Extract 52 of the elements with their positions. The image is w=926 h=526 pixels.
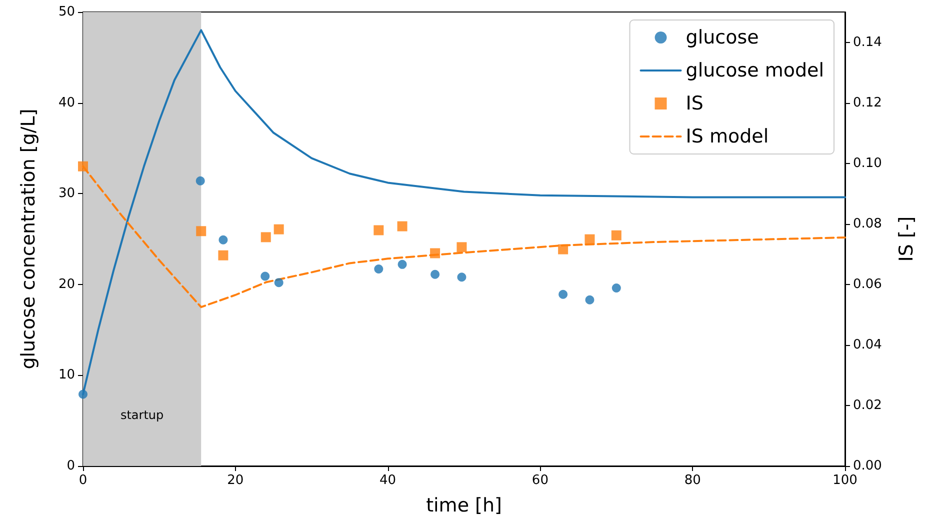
x-tick-label: 100 [832, 473, 858, 488]
point [585, 295, 594, 304]
legend-label: glucose model [686, 60, 824, 82]
point [558, 244, 568, 254]
y2-axis-title: IS [-] [896, 216, 918, 262]
point [430, 248, 440, 258]
point [260, 232, 271, 242]
y-tick-label: 50 [58, 4, 75, 20]
y2-tick-label: 0.10 [853, 156, 882, 171]
x-tick-label: 0 [78, 473, 88, 488]
y2-tick-label: 0.02 [853, 398, 882, 413]
point [397, 221, 408, 232]
point [398, 260, 407, 269]
y2-tick-label: 0.12 [853, 95, 882, 110]
y2-tick-label: 0.00 [853, 458, 882, 474]
point [558, 290, 568, 299]
point [456, 242, 467, 252]
point [78, 390, 88, 399]
point [274, 224, 284, 234]
point [584, 234, 595, 244]
point [611, 230, 622, 240]
y-tick-label: 0 [66, 458, 75, 474]
point [218, 235, 228, 244]
y2-tick-label: 0.14 [853, 34, 882, 50]
point [374, 264, 384, 274]
y-tick-label: 40 [58, 95, 75, 110]
legend-label: glucose [686, 26, 759, 48]
point [274, 278, 284, 288]
point [374, 225, 384, 236]
x-tick-label: 40 [380, 473, 396, 488]
legend-label: IS model [686, 126, 769, 148]
y2-tick-label: 0.04 [853, 337, 882, 352]
point [430, 270, 440, 279]
point [196, 176, 205, 186]
x-axis-title: time [h] [426, 494, 502, 516]
point [78, 161, 88, 172]
x-tick-label: 20 [227, 473, 244, 488]
y-tick-label: 10 [58, 368, 75, 383]
x-tick-label: 80 [684, 473, 701, 488]
y2-tick-label: 0.08 [853, 216, 882, 232]
y-tick-label: 20 [58, 276, 75, 292]
y2-tick-label: 0.06 [853, 276, 882, 292]
point [260, 272, 270, 281]
y-tick-label: 30 [58, 186, 75, 202]
point [612, 284, 621, 293]
point [218, 250, 228, 260]
band-label: startup [120, 408, 164, 422]
x-tick-label: 60 [532, 473, 548, 488]
legend-label: IS [686, 92, 704, 114]
point [457, 272, 466, 282]
y-axis-title: glucose concentration [g/L] [18, 108, 40, 370]
point [196, 226, 206, 236]
